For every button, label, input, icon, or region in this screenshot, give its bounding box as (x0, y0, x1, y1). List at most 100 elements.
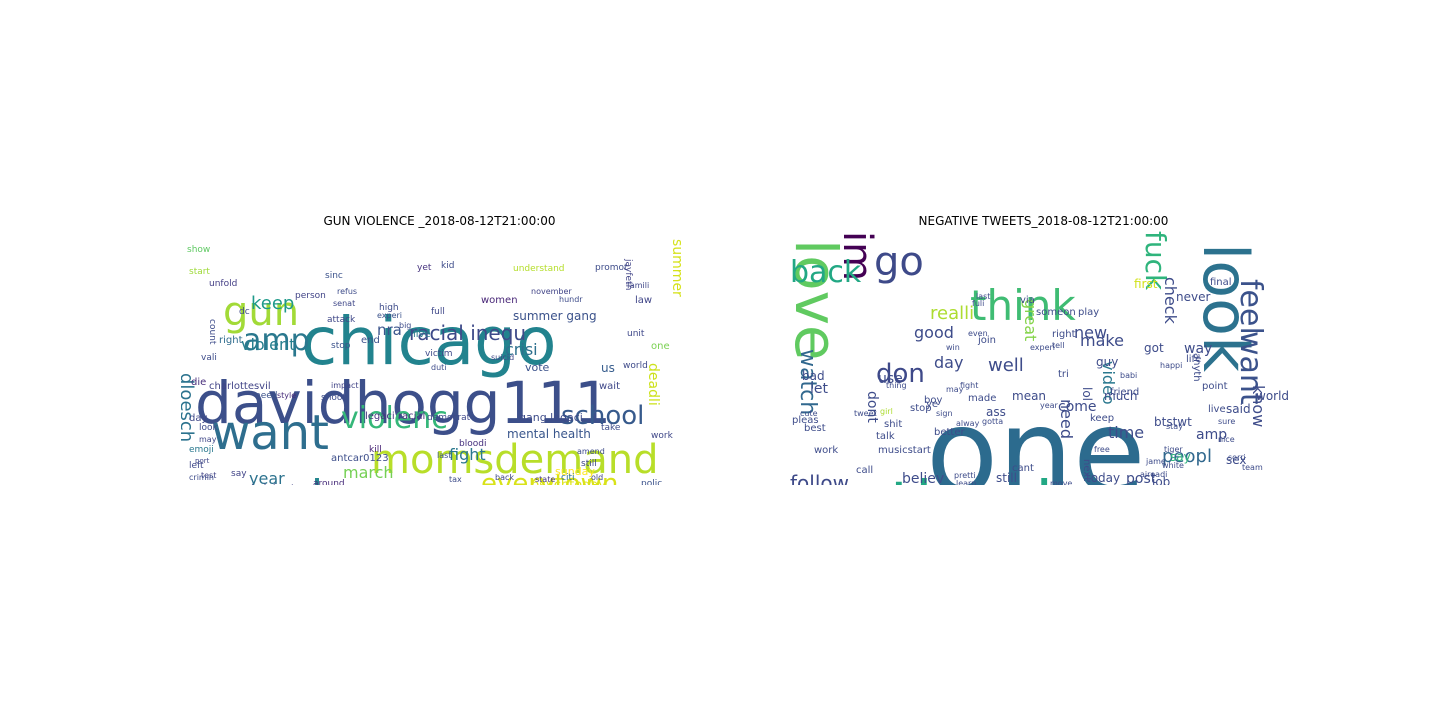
word-1-85: year (1040, 401, 1059, 410)
word-1-59: girl (880, 407, 893, 416)
word-0-64: world (623, 361, 648, 371)
word-1-10: want (1233, 331, 1268, 405)
word-0-29: die (191, 377, 206, 388)
word-0-69: hundr (559, 295, 583, 304)
word-0-40: start (189, 267, 210, 277)
word-0-85: crimin (189, 473, 214, 482)
word-1-33: believ (902, 471, 944, 485)
word-0-82: stop (331, 341, 351, 351)
word-1-57: work (814, 445, 838, 456)
word-1-17: day (934, 353, 963, 372)
word-0-77: experi (377, 311, 402, 320)
word-1-48: final (1210, 277, 1232, 288)
word-0-96: vali (201, 353, 217, 363)
word-1-6: im (834, 231, 880, 281)
word-1-51: anyth (1191, 353, 1202, 382)
word-1-5: go (874, 239, 924, 285)
word-1-63: talk (876, 431, 895, 442)
word-1-8: fuck (1139, 231, 1172, 291)
word-0-7: amp (243, 323, 310, 358)
word-1-79: pleas (792, 415, 819, 426)
word-1-4: think (970, 281, 1076, 330)
word-1-55: bad (802, 369, 825, 383)
word-0-41: unfold (209, 279, 237, 289)
word-1-39: btstwt (1154, 415, 1192, 429)
word-0-75: senat (333, 299, 355, 308)
word-1-65: made (968, 393, 996, 404)
word-0-72: yet (417, 263, 432, 273)
word-0-34: law (635, 295, 652, 306)
word-0-92: big (399, 321, 411, 330)
word-0-33: women (481, 295, 518, 306)
word-0-97: port (195, 457, 210, 465)
word-0-35: one (651, 341, 670, 352)
word-0-27: right (219, 335, 243, 346)
word-0-93: famili (627, 281, 649, 290)
word-1-105: last (976, 292, 990, 301)
word-1-30: need (1057, 399, 1076, 439)
word-0-16: fight (449, 445, 486, 464)
word-1-19: well (988, 355, 1024, 376)
word-1-76: next (1081, 459, 1092, 481)
word-1-60: boy (924, 395, 942, 406)
word-0-53: test (201, 471, 216, 480)
word-1-69: via (1020, 295, 1035, 306)
word-1-95: jame (1145, 457, 1166, 466)
word-1-104: fuli (972, 299, 984, 308)
word-1-101: tiger (1164, 445, 1183, 454)
word-1-46: never (1176, 290, 1210, 304)
word-0-59: citi (561, 473, 574, 483)
word-0-13: keep (251, 293, 294, 314)
word-0-88: still (581, 459, 597, 469)
word-0-44: style (277, 391, 296, 400)
word-0-15: crisi (505, 340, 538, 359)
word-0-95: forget (273, 483, 294, 485)
word-1-32: dont (864, 391, 880, 423)
word-1-44: got (1144, 341, 1164, 355)
word-1-26: know (1249, 385, 1268, 427)
word-0-76: high (379, 303, 399, 313)
word-1-53: live (1208, 404, 1226, 415)
word-1-98: nice (1218, 435, 1235, 444)
word-0-9: everytown (481, 469, 618, 485)
word-0-73: sinc (325, 271, 343, 281)
word-1-97: sorri (1228, 453, 1246, 462)
word-1-86: even (968, 329, 988, 338)
word-1-7: back (790, 255, 862, 290)
word-0-68: november (531, 287, 572, 296)
word-0-20: deadli (645, 363, 661, 406)
word-1-93: move (1050, 479, 1072, 485)
word-1-2: look (1189, 243, 1262, 372)
word-1-88: sign (936, 409, 953, 418)
word-1-11: feel (1233, 279, 1268, 335)
word-1-68: someon (1036, 307, 1076, 318)
word-1-28: time (1108, 423, 1144, 442)
word-1-107: fight (960, 381, 978, 390)
word-0-10: racial inequ (409, 321, 526, 345)
word-1-78: better (934, 427, 965, 438)
word-0-84: may (199, 435, 217, 444)
word-0-4: peopl (201, 471, 323, 485)
word-1-24: video (1099, 361, 1118, 405)
word-1-110: thing (886, 381, 907, 390)
word-0-66: understand (513, 264, 565, 274)
word-0-6: violenc (341, 401, 448, 436)
word-0-28: end (361, 335, 380, 346)
word-1-62: stop (910, 403, 932, 414)
word-0-0: chicago (301, 303, 556, 380)
word-1-18: use (878, 371, 903, 387)
word-0-3: want (211, 405, 329, 461)
word-1-106: aireadi (1140, 470, 1167, 479)
word-0-86: impact (331, 381, 359, 390)
word-0-19: summer (669, 239, 685, 297)
word-1-75: keep (1090, 413, 1114, 424)
word-1-67: join (977, 335, 996, 346)
word-1-61: call (856, 465, 873, 476)
word-0-87: amend (577, 447, 605, 456)
word-1-42: said (1226, 402, 1251, 416)
word-1-16: good (914, 323, 954, 342)
word-1-102: experi (1030, 343, 1055, 352)
word-0-49: last (437, 451, 451, 460)
word-1-71: play (1078, 307, 1099, 318)
